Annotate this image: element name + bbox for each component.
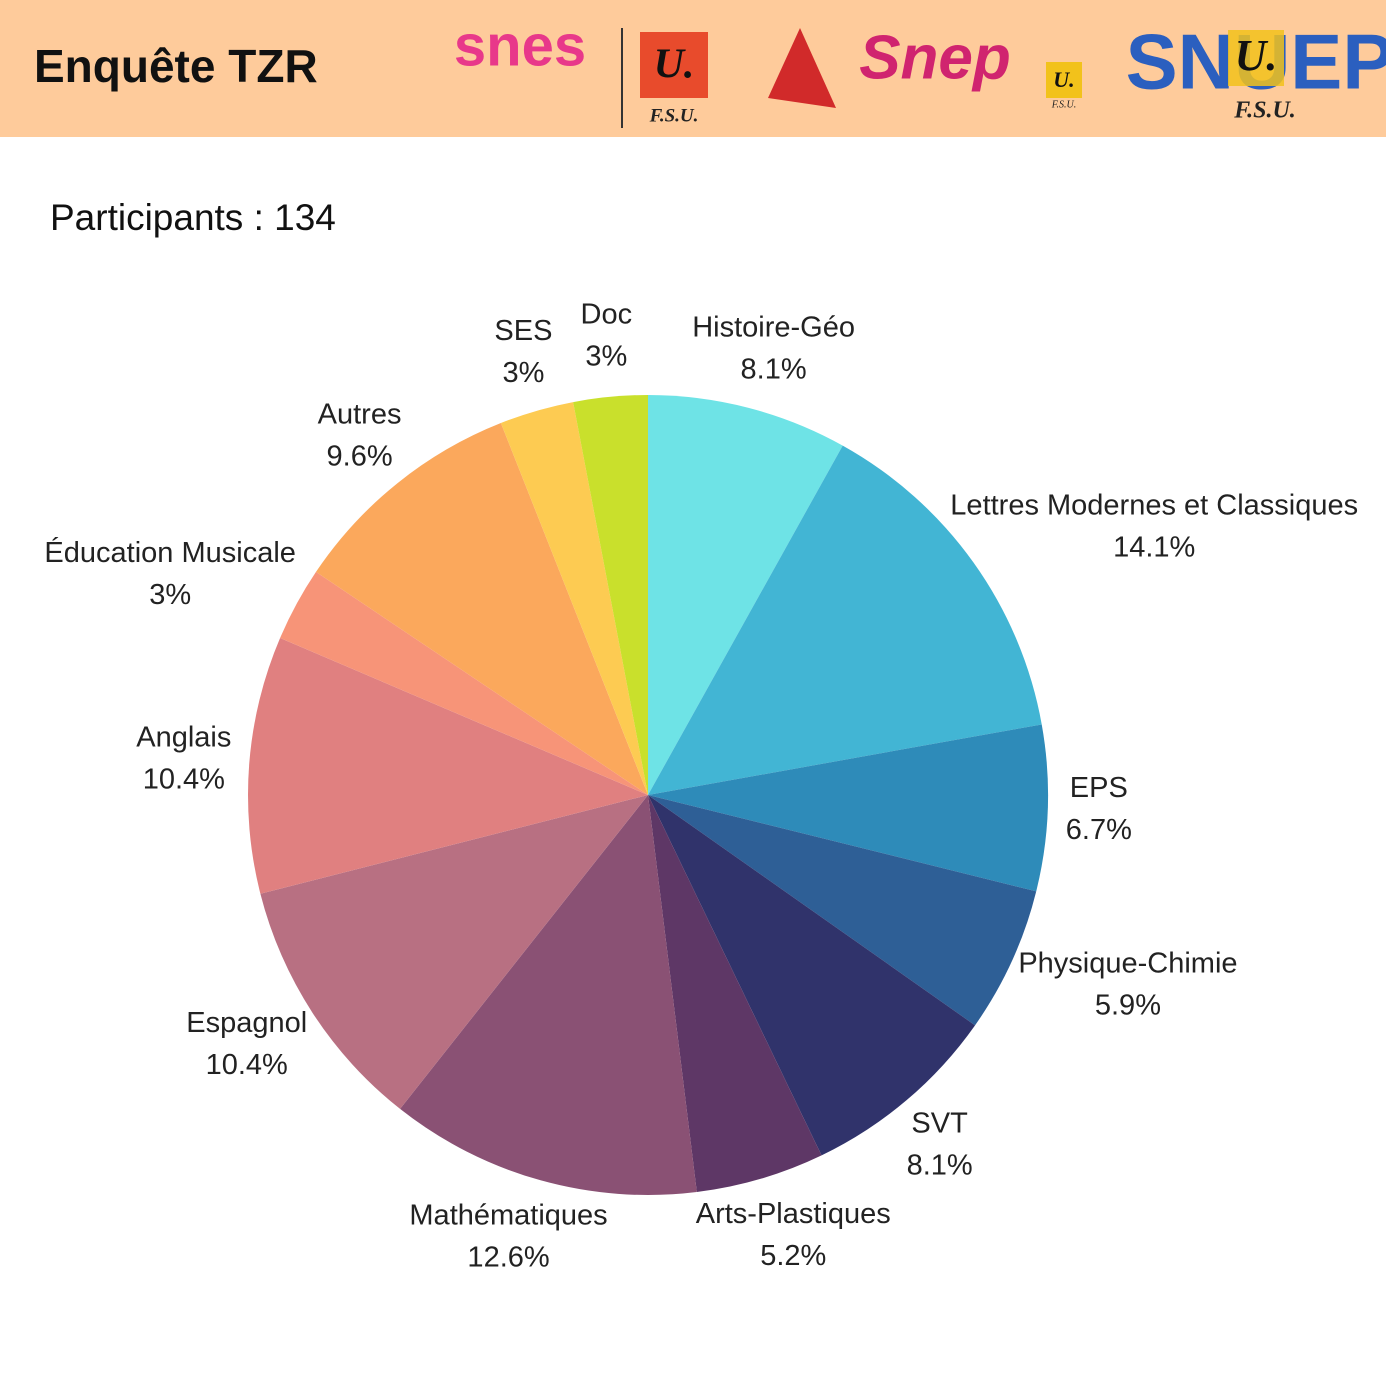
- logo-badge-box: [1228, 30, 1284, 86]
- pie-slice: [648, 795, 822, 1193]
- logo-name: Snep: [859, 23, 1011, 92]
- category-label: Doc: [580, 299, 632, 331]
- category-label: EPS: [1070, 772, 1128, 804]
- slice-label: Mathématiques 12.6%: [409, 1200, 607, 1274]
- pie-slice: [648, 724, 1048, 892]
- value-label: 10.4%: [206, 1049, 288, 1081]
- value-label: 6.7%: [1066, 814, 1132, 846]
- value-label: 8.1%: [741, 353, 807, 385]
- value-label: 5.9%: [1095, 990, 1161, 1022]
- value-label: 3%: [149, 579, 191, 611]
- category-label: Éducation Musicale: [44, 536, 295, 569]
- slice-label: Doc 3%: [580, 299, 632, 373]
- header-title: Enquête TZR: [34, 40, 318, 92]
- value-label: 9.6%: [327, 440, 393, 472]
- value-label: 14.1%: [1113, 531, 1195, 563]
- value-label: 8.1%: [907, 1150, 973, 1182]
- category-label: Arts-Plastiques: [696, 1198, 891, 1230]
- value-label: 5.2%: [760, 1240, 826, 1272]
- value-label: 3%: [585, 341, 627, 373]
- value-label: 3%: [502, 357, 544, 389]
- pie-slice: [400, 795, 697, 1195]
- category-label: Anglais: [136, 721, 231, 753]
- slice-label: Espagnol 10.4%: [186, 1007, 307, 1081]
- slice-label: Anglais 10.4%: [136, 721, 231, 795]
- pie-slice: [280, 571, 648, 795]
- logo-triangle: [768, 28, 836, 108]
- logo-snes: snes U. F.S.U.: [454, 13, 708, 128]
- category-label: Lettres Modernes et Classiques: [950, 489, 1358, 521]
- category-label: Histoire-Géo: [692, 311, 855, 343]
- pie-slice: [500, 402, 648, 795]
- slice-label: SVT 8.1%: [907, 1108, 973, 1182]
- pie-slice: [315, 423, 648, 795]
- logo-sub: F.S.U.: [1051, 99, 1077, 110]
- slice-label: Éducation Musicale 3%: [44, 536, 295, 611]
- category-label: Physique-Chimie: [1018, 948, 1237, 980]
- pie-slice: [648, 795, 976, 1156]
- slice-label: Arts-Plastiques 5.2%: [696, 1198, 891, 1272]
- category-label: Espagnol: [186, 1007, 307, 1039]
- slice-label: Histoire-Géo 8.1%: [692, 311, 855, 385]
- pie-slice: [648, 795, 1037, 1026]
- logo-sub: F.S.U.: [1233, 98, 1296, 124]
- category-label: Autres: [318, 398, 402, 430]
- category-label: SVT: [911, 1108, 968, 1140]
- slice-label: Lettres Modernes et Classiques 14.1%: [950, 489, 1358, 563]
- category-label: SES: [494, 315, 552, 347]
- logo-snuep: SNUEP U. F.S.U.: [1126, 18, 1386, 124]
- pie-slice: [648, 445, 1042, 795]
- logo-badge-box: [640, 32, 708, 98]
- pie-slice: [573, 395, 648, 795]
- logo-badge: U.: [1235, 31, 1278, 80]
- slice-label: Physique-Chimie 5.9%: [1018, 948, 1237, 1022]
- slice-label: Autres 9.6%: [318, 398, 402, 472]
- chart-subtitle: Participants : 134: [50, 197, 336, 238]
- slice-label: EPS 6.7%: [1066, 772, 1132, 846]
- logo-snep: Snep U. F.S.U.: [768, 23, 1082, 110]
- logo-badge-box: [1046, 62, 1082, 98]
- pie-slice: [648, 395, 843, 795]
- logo-name: snes: [454, 13, 586, 78]
- slice-label: SES 3%: [494, 315, 552, 389]
- value-label: 12.6%: [467, 1242, 549, 1274]
- logo-badge: U.: [1053, 67, 1074, 92]
- category-label: Mathématiques: [409, 1200, 607, 1232]
- logo-badge: U.: [654, 42, 695, 88]
- pie-slice: [260, 795, 648, 1109]
- value-label: 10.4%: [143, 763, 225, 795]
- logo-sub: F.S.U.: [649, 105, 699, 126]
- pie-slice: [247, 638, 649, 894]
